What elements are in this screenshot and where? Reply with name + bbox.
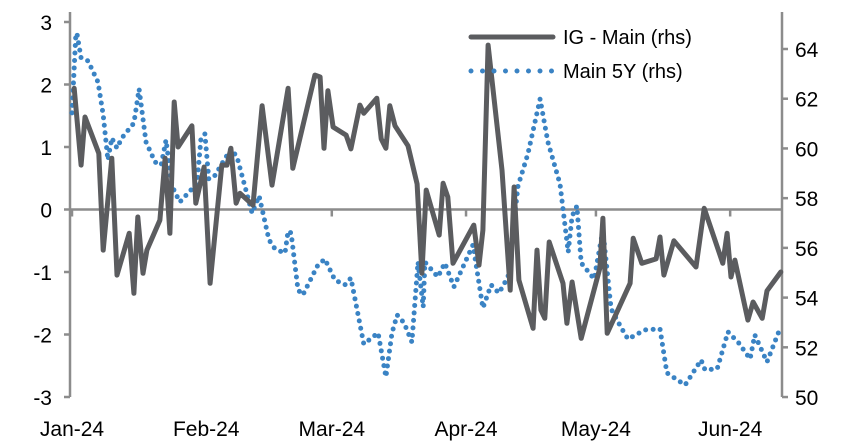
- left-axis-tick-label: -3: [33, 387, 52, 410]
- x-axis-tick-label-apr: Apr-24: [435, 418, 498, 441]
- left-axis-tick-labels: 3 2 1 0 -1 -2 -3: [33, 12, 52, 410]
- left-axis-tick-label: -1: [33, 262, 52, 285]
- right-axis-tick-label: 58: [795, 188, 818, 211]
- x-axis-tick-label-jan: Jan-24: [40, 418, 105, 441]
- x-axis-tick-label-jun: Jun-24: [698, 418, 763, 441]
- left-axis-tick-label: 0: [40, 200, 52, 223]
- right-axis-tick-labels: 64 62 60 58 56 54 52 50: [795, 39, 819, 410]
- right-axis-tick-label: 50: [795, 387, 818, 410]
- left-axis-tick-label: -2: [33, 325, 52, 348]
- right-axis-tick-label: 54: [795, 288, 819, 311]
- legend: IG - Main (rhs) Main 5Y (rhs): [468, 27, 692, 83]
- right-axis-tick-label: 64: [795, 39, 819, 62]
- x-axis-tick-label-mar: Mar-24: [299, 418, 366, 441]
- left-axis-tick-label: 1: [40, 137, 52, 160]
- left-axis-tick-label: 3: [40, 12, 52, 35]
- x-axis-tick-labels: Jan-24 Feb-24 Mar-24 Apr-24 May-24 Jun-2…: [40, 418, 763, 441]
- right-axis-tick-label: 56: [795, 238, 818, 261]
- right-axis-tick-label: 62: [795, 89, 818, 112]
- right-axis-tick-label: 60: [795, 138, 818, 161]
- right-axis-tick-label: 52: [795, 337, 818, 360]
- series-lines: [69, 30, 784, 388]
- series-line-main-5y: [69, 30, 782, 388]
- x-axis-tick-label-feb: Feb-24: [173, 418, 240, 441]
- legend-label-ig-main: IG - Main (rhs): [563, 27, 692, 49]
- left-axis-tick-label: 2: [40, 75, 52, 98]
- x-axis-tick-label-may: May-24: [561, 418, 631, 441]
- legend-label-main-5y: Main 5Y (rhs): [563, 61, 683, 83]
- series-line-ig-main: [71, 42, 784, 341]
